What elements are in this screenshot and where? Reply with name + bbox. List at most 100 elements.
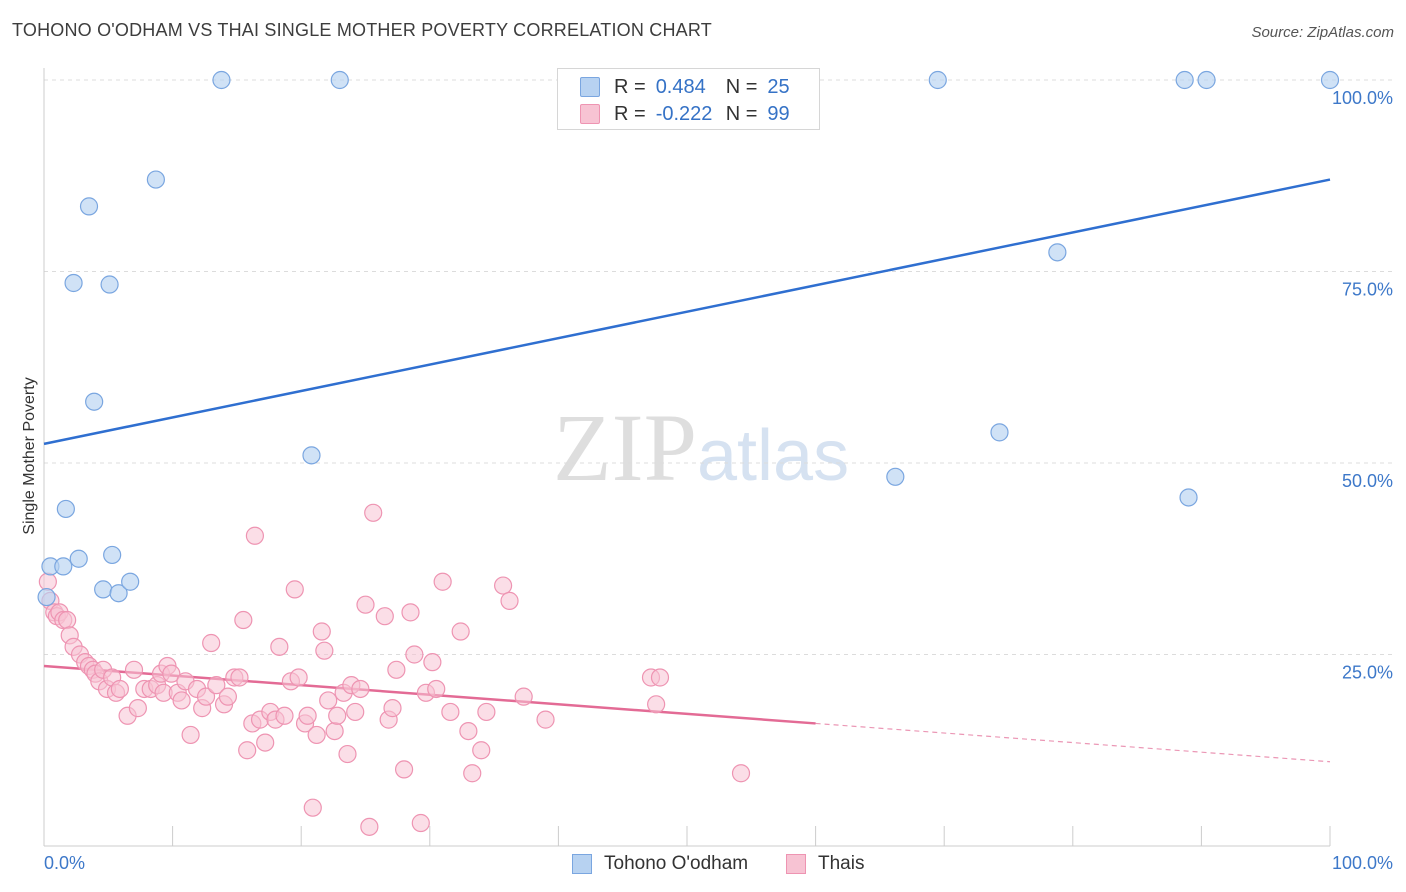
thais-point [303,798,322,817]
thais-point [289,668,308,687]
tohono-point [146,170,165,189]
tohono-point [212,70,231,90]
tohono-point [79,197,99,216]
thais-point [328,706,347,725]
correlation-legend: R = 0.484 N = 25 R = -0.222 N = 99 [557,68,820,130]
thais-point [514,687,533,706]
thais-point [500,591,519,610]
watermark-zip: ZIP [553,394,697,501]
series-label-tohono: Tohono O'odham [604,853,749,874]
thais-point [181,725,200,745]
thais-point [364,503,383,522]
thais-point [650,668,670,687]
thais-point [338,744,357,764]
thais-point [427,679,446,699]
chart-title: TOHONO O'ODHAM VS THAI SINGLE MOTHER POV… [12,20,712,40]
thais-point [230,668,249,687]
thais-point [494,576,513,595]
thais-point [196,687,216,706]
y-tick-label: 25.0% [1342,663,1393,683]
thais-point [536,710,555,729]
thais-point [411,813,430,833]
thais-point [346,702,365,722]
thais-point [307,725,326,745]
tohono-point [64,273,83,293]
thais-point [433,572,452,591]
tohono-point [85,392,104,411]
legend-r-value: 0.484 [655,75,706,98]
x-tick-label: 100.0% [1332,853,1393,873]
thais-point [238,741,257,760]
tohono-point [886,467,905,486]
thais-point [394,760,414,779]
tohono-trend-line [43,178,1331,446]
legend-r-value: -0.222 [655,102,713,125]
series-legend-tohono: Tohono O'odham [572,851,748,877]
legend-row-tohono: R = 0.484 N = 25 [580,75,790,99]
thais-point [110,679,129,699]
thais-point [245,526,265,545]
thais-point [423,653,442,672]
thais-point [218,687,237,706]
tohono-point [69,549,88,568]
y-tick-label: 100.0% [1332,88,1393,108]
legend-n-value: 99 [767,102,790,125]
tohono-point [56,499,75,519]
thais-point [405,645,424,664]
thais-point [325,721,344,741]
legend-r-label: R = [614,102,646,125]
y-tick-label: 75.0% [1342,280,1393,300]
tohono-point [1048,243,1067,262]
series-label-thais: Thais [818,853,865,874]
thais-point [315,641,334,660]
y-axis-label: Single Mother Poverty [21,377,38,534]
data-points [37,70,1340,836]
thais-point [256,733,275,752]
thais-point [383,699,402,718]
thais-point [356,595,375,614]
chart-source: Source: ZipAtlas.com [1251,24,1394,41]
legend-n-label: N = [725,102,758,125]
thais-point [298,706,317,725]
legend-swatch-thais [580,104,600,124]
tohono-point [1175,70,1194,90]
thais-point [463,764,482,783]
thais-point [360,817,379,836]
thais-point [319,691,338,710]
y-tick-label: 50.0% [1342,471,1393,491]
thais-point [234,610,253,630]
tohono-point [1179,488,1198,507]
thais-point [162,664,181,683]
thais-point [472,741,491,760]
thais-point [172,691,191,710]
tohono-point [302,446,321,465]
thais-point [451,622,470,641]
tohono-point [330,70,349,90]
legend-n-label: N = [725,75,758,98]
tohono-point [103,545,122,565]
thais-point [459,721,478,741]
axes [43,68,1331,847]
thais-point [647,695,666,714]
tohono-point [928,70,947,90]
thais-point [275,706,294,725]
thais-point [270,637,289,656]
axis-labels: 25.0% 50.0% 75.0% 100.0% 0.0% 100.0% Single Mo… [21,88,1393,873]
thais-point [38,572,57,591]
thais-point [441,702,460,722]
tohono-point [990,423,1009,442]
thais-point [285,580,304,599]
thais-point [477,702,496,722]
tohono-point [121,572,140,591]
thais-point [731,764,751,783]
thais-point [312,622,331,641]
thais-point [58,610,77,630]
tohono-point [1320,70,1340,90]
thais-point [207,676,226,695]
thais-point [375,607,394,626]
series-swatch-thais [786,854,806,874]
series-swatch-tohono [572,854,592,874]
legend-swatch-tohono [580,77,600,97]
gridlines [44,79,1392,655]
